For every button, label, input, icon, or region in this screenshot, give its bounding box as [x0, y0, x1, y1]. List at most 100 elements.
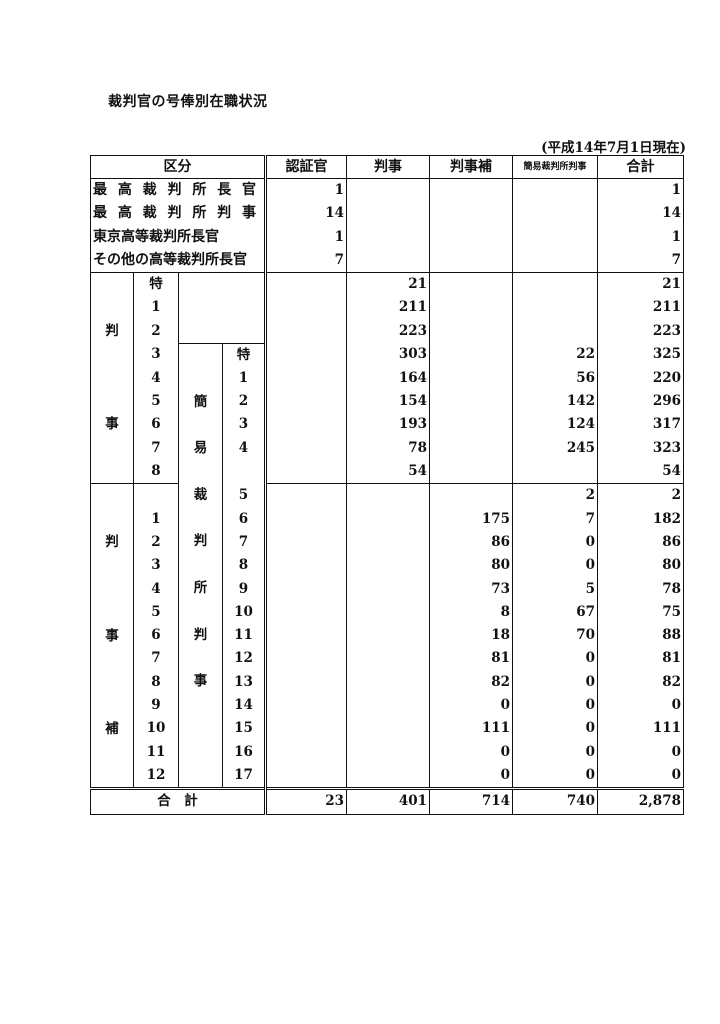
table-row: 2 7 86 0 86: [91, 530, 684, 555]
value-cell: 67: [512, 600, 598, 625]
value-cell: 78: [597, 577, 684, 601]
kan-grade-cell: 12: [222, 647, 266, 671]
grade-cell: 1: [133, 507, 179, 531]
value-cell: [264, 740, 347, 764]
value-cell: 14: [597, 202, 684, 226]
grade-cell: 7: [133, 436, 179, 461]
value-cell: [429, 225, 513, 249]
total-value: 2,878: [597, 787, 684, 815]
value-cell: 18: [429, 624, 513, 648]
value-cell: [429, 460, 513, 484]
value-cell: [512, 178, 598, 203]
value-cell: [429, 366, 513, 391]
header-category: 区分: [90, 155, 266, 179]
value-cell: [264, 319, 347, 344]
kansai-label-char: 事: [193, 673, 208, 690]
hanjiho-label-char: 事: [105, 627, 119, 644]
value-cell: 175: [429, 507, 513, 531]
kan-grade-cell: 16: [222, 740, 266, 764]
value-cell: 142: [512, 390, 598, 414]
value-cell: 81: [597, 647, 684, 671]
value-cell: 317: [597, 413, 684, 437]
value-cell: [429, 343, 513, 367]
value-cell: 220: [597, 366, 684, 391]
value-cell: 182: [597, 507, 684, 531]
section-label-hanjiho: 判事補: [90, 483, 134, 789]
judges-salary-grade-table: 区分 認証官 判事 判事補 簡易裁判所判事 合計 最高裁判所長官 1 1 最高裁判所判…: [90, 155, 684, 815]
value-cell: 82: [429, 670, 513, 695]
section-label-hanji: 判事: [90, 272, 134, 484]
table-row: 3 8 80 0 80: [91, 554, 684, 578]
value-cell: [346, 600, 430, 625]
value-cell: [346, 483, 430, 508]
value-cell: [264, 694, 347, 718]
value-cell: 154: [346, 390, 430, 414]
value-cell: 80: [597, 554, 684, 578]
value-cell: [346, 554, 430, 578]
kansai-label-char: 判: [193, 533, 208, 550]
grade-cell: 7: [133, 647, 179, 671]
grade-cell: 10: [133, 717, 179, 741]
kan-grade-cell: 5: [222, 483, 266, 508]
value-cell: 0: [512, 717, 598, 741]
value-cell: 111: [429, 717, 513, 741]
header-col-total: 合計: [597, 155, 684, 179]
table-row: 8 54 54: [91, 460, 684, 484]
grade-cell: 2: [133, 530, 179, 555]
value-cell: 111: [597, 717, 684, 741]
grade-cell: 3: [133, 554, 179, 578]
kan-grade-cell: 14: [222, 694, 266, 718]
value-cell: 88: [597, 624, 684, 648]
kan-grade-cell: 4: [222, 436, 266, 461]
value-cell: [346, 694, 430, 718]
grade-cell: 4: [133, 366, 179, 391]
total-value: 23: [264, 787, 347, 815]
value-cell: [264, 717, 347, 741]
value-cell: 193: [346, 413, 430, 437]
grade-cell: 特: [133, 272, 179, 297]
table-row: 4 1 164 56 220: [91, 366, 684, 391]
value-cell: 5: [512, 577, 598, 601]
header-col-hanjiho: 判事補: [429, 155, 513, 179]
kan-grade-cell: 6: [222, 507, 266, 531]
value-cell: [512, 460, 598, 484]
value-cell: [429, 202, 513, 226]
value-cell: 54: [346, 460, 430, 484]
value-cell: 1: [597, 178, 684, 203]
value-cell: 56: [512, 366, 598, 391]
value-cell: 0: [512, 670, 598, 695]
kan-grade-cell: 7: [222, 530, 266, 555]
value-cell: 7: [264, 248, 347, 273]
total-value: 740: [512, 787, 598, 815]
value-cell: [512, 319, 598, 344]
value-cell: [264, 390, 347, 414]
value-cell: 0: [429, 694, 513, 718]
table-row: 4 9 73 5 78: [91, 577, 684, 601]
table-row: 東京高等裁判所長官 1 1: [90, 225, 684, 249]
value-cell: [264, 577, 347, 601]
table-row: 最高裁判所判事 14 14: [90, 202, 684, 226]
hanjiho-label: 判事補: [93, 485, 131, 789]
value-cell: 0: [597, 694, 684, 718]
value-cell: [512, 202, 598, 226]
value-cell: [346, 507, 430, 531]
value-cell: [346, 717, 430, 741]
value-cell: 7: [597, 248, 684, 273]
table-row: 8 13 82 0 82: [91, 670, 684, 695]
value-cell: 245: [512, 436, 598, 461]
kan-grade-cell: 2: [222, 390, 266, 414]
hanjiho-label-char: 判: [105, 534, 119, 551]
section-label-kansai: 簡易裁判所判事: [178, 343, 223, 789]
grade-cell: 2: [133, 319, 179, 344]
value-cell: [264, 624, 347, 648]
value-cell: 54: [597, 460, 684, 484]
grade-cell: 5: [133, 390, 179, 414]
value-cell: 82: [597, 670, 684, 695]
kan-grade-cell: 9: [222, 577, 266, 601]
grade-cell: 1: [133, 296, 179, 320]
kansai-label-char: 裁: [193, 486, 208, 503]
value-cell: [346, 202, 430, 226]
table-row: 7 12 81 0 81: [91, 647, 684, 671]
grade-cell: [133, 483, 179, 508]
kansai-label: 簡易裁判所判事: [181, 344, 220, 789]
